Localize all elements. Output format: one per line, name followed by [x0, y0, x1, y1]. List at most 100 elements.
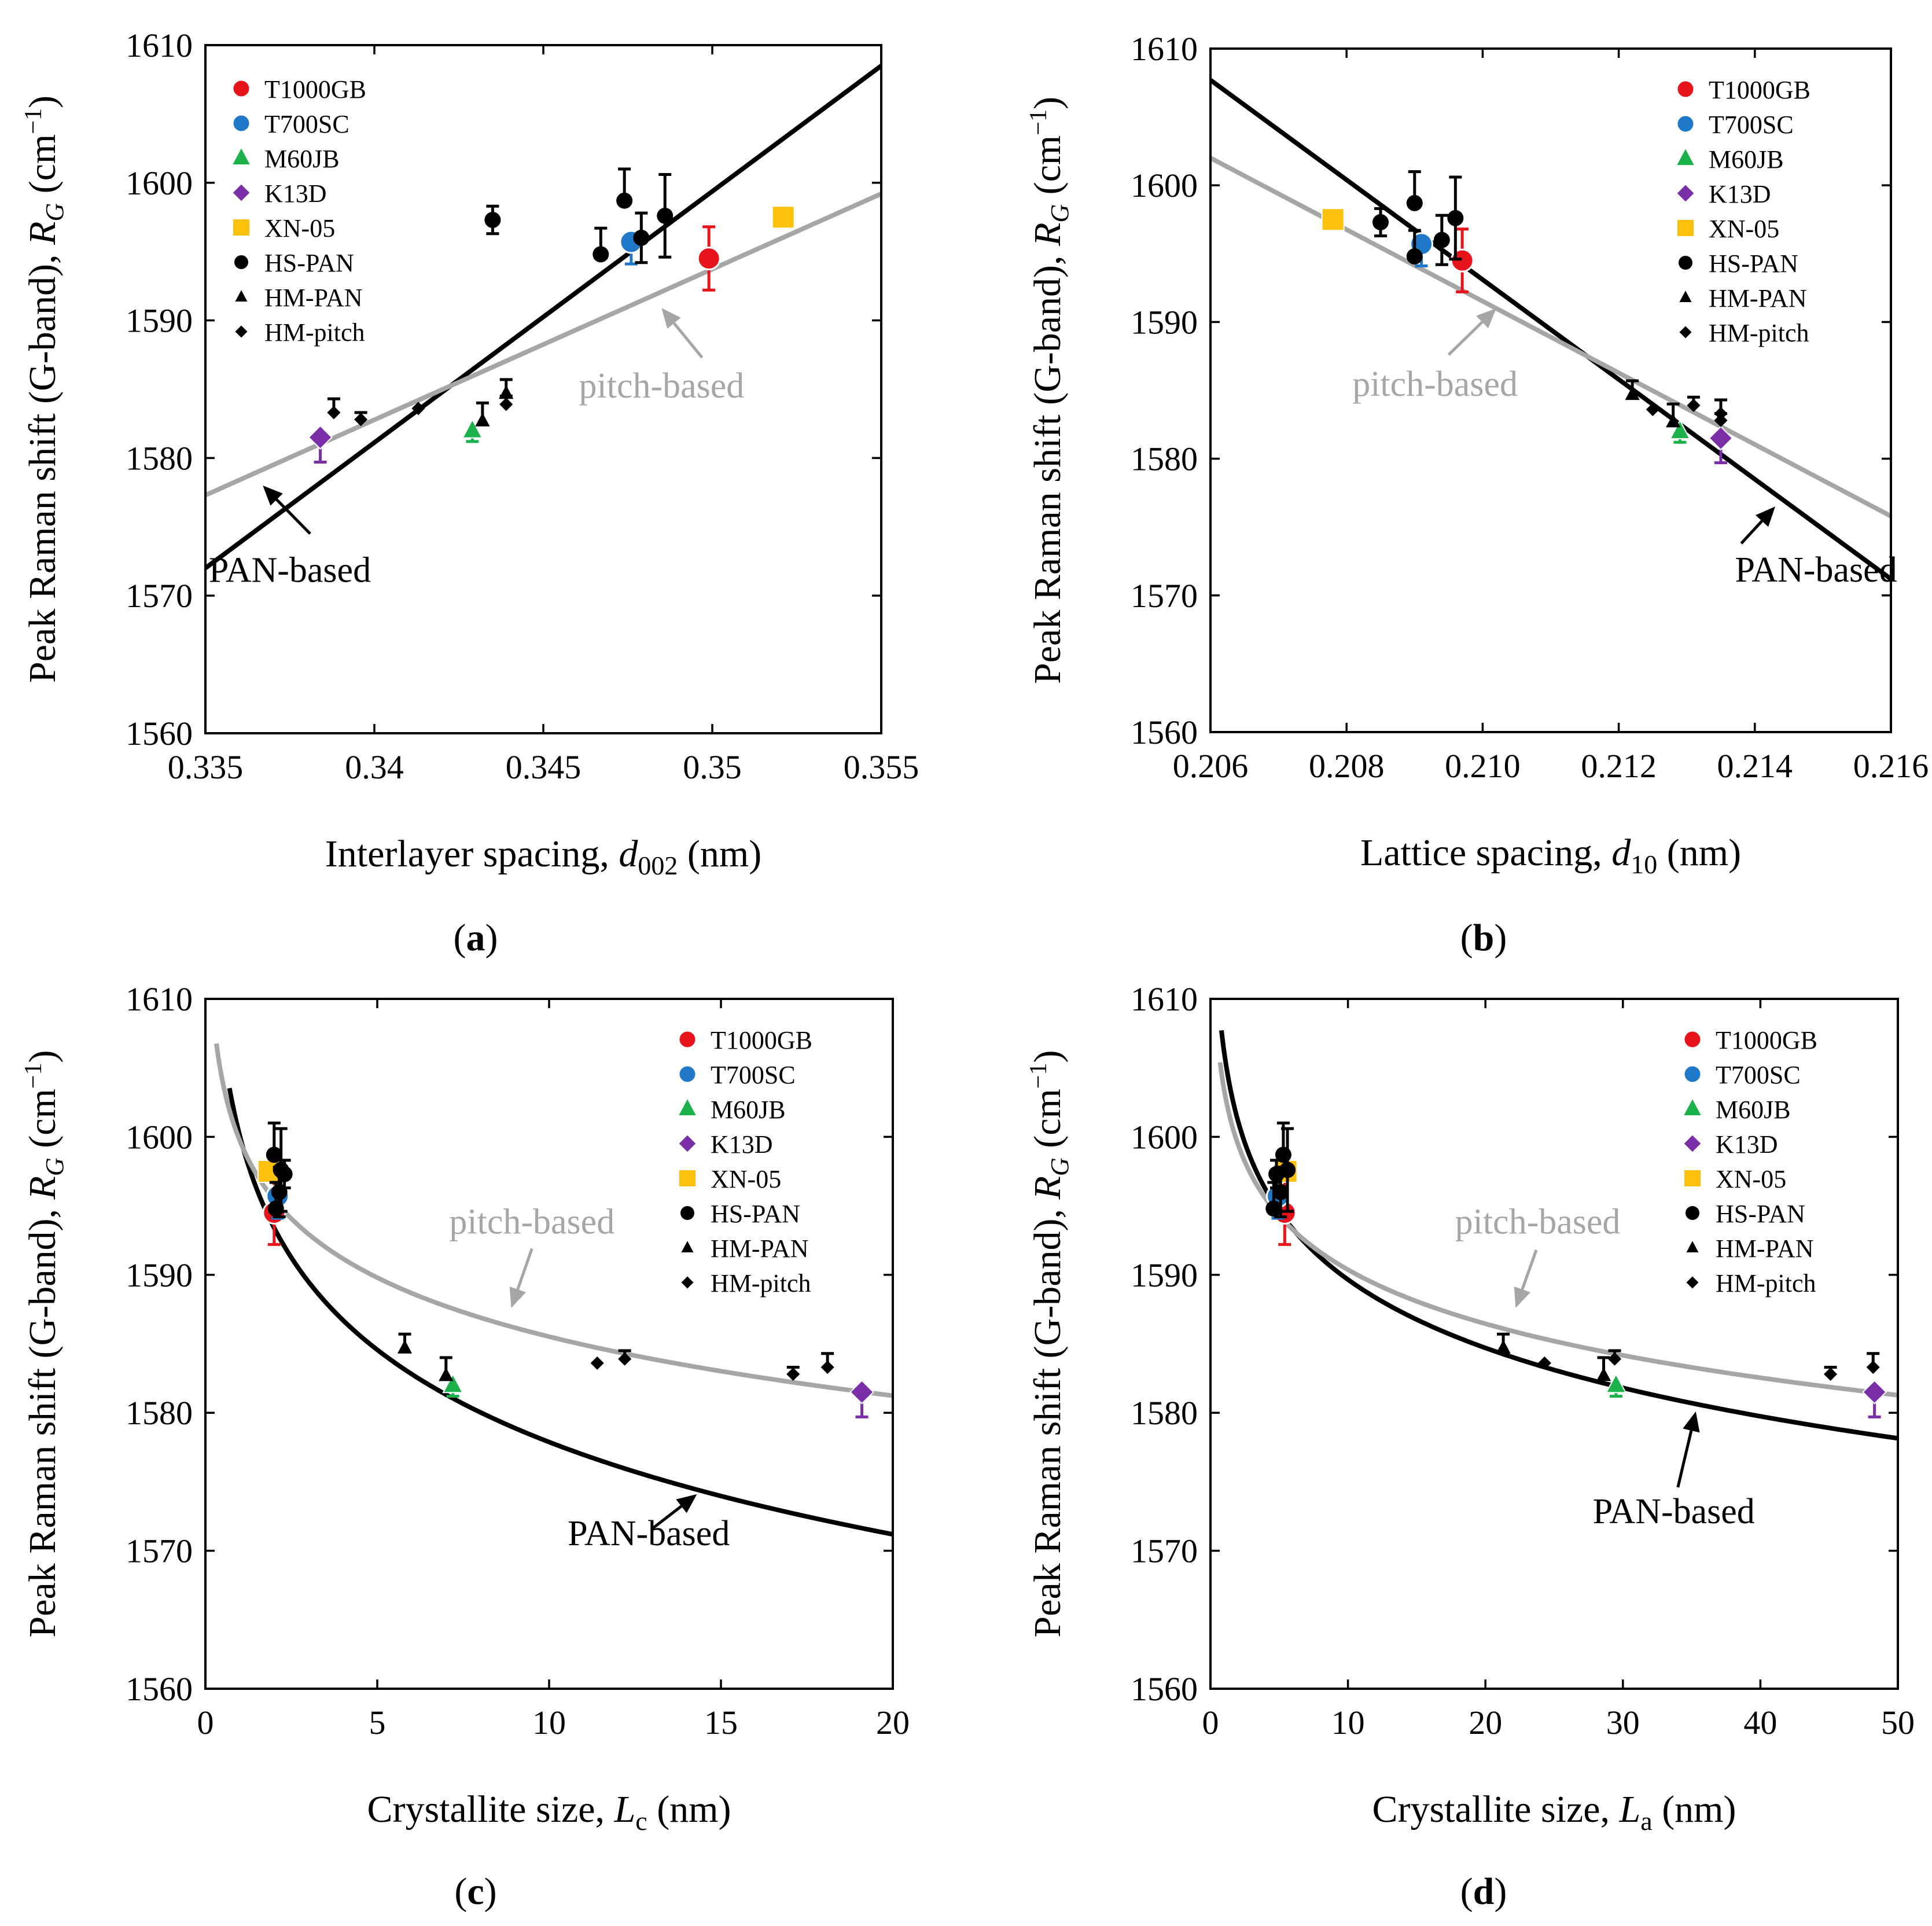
data-point: [411, 402, 425, 416]
legend-label: XN-05: [1716, 1165, 1786, 1193]
legend-label: T700SC: [264, 110, 349, 138]
y-tick-label: 1570: [126, 1532, 193, 1570]
x-axis-title-symbol: L: [614, 1788, 636, 1831]
data-point: [1265, 1200, 1282, 1217]
x-axis-title-unit: (nm): [1653, 1788, 1736, 1831]
annotation-label: PAN-based: [568, 1514, 730, 1553]
series-hm-pan: [397, 1332, 454, 1381]
data-point: [1862, 1380, 1887, 1405]
x-axis-title-subscript: 002: [638, 851, 678, 880]
legend-marker: [1679, 326, 1692, 339]
annotation-arrow-head: [1514, 1286, 1531, 1308]
legend-marker: [231, 79, 251, 98]
annotation-arrow-head: [661, 308, 681, 329]
y-tick-label: 1600: [126, 1118, 193, 1156]
panel-caption: (c): [454, 1870, 496, 1913]
legend-marker: [1686, 1276, 1699, 1289]
data-point: [593, 246, 609, 263]
y-tick-label: 1600: [126, 164, 193, 202]
legend-marker: [678, 1064, 697, 1084]
annotation-label: PAN-based: [1735, 550, 1897, 590]
legend-label: M60JB: [711, 1096, 786, 1124]
legend-label: T1000GB: [264, 75, 366, 104]
legend-label: HM-PAN: [264, 284, 363, 312]
annotation: PAN-based: [1593, 1411, 1755, 1531]
annotation: pitch-based: [579, 308, 744, 406]
legend-marker: [1683, 1169, 1702, 1188]
x-axis-title-subscript: a: [1640, 1806, 1652, 1836]
y-axis-title-close: ): [1026, 97, 1069, 109]
data-point: [616, 192, 633, 209]
data-point: [633, 229, 650, 246]
data-point: [1433, 231, 1450, 248]
legend-marker: [1682, 1133, 1703, 1154]
y-axis-title-main: Peak Raman shift (G-band),: [21, 1199, 64, 1637]
y-tick-label: 1590: [1131, 303, 1198, 341]
y-tick-label: 1580: [1131, 1394, 1198, 1432]
series-k13d: [1708, 425, 1734, 465]
legend-label: HM-pitch: [1716, 1269, 1816, 1298]
series-hm-pan: [1625, 379, 1681, 428]
series-hs-pan: [266, 1122, 293, 1219]
series-hm-pitch: [327, 394, 513, 427]
x-tick-label: 40: [1743, 1704, 1777, 1741]
x-axis-title: Lattice spacing, d10 (nm): [1360, 832, 1741, 879]
series-hs-pan: [484, 167, 674, 264]
legend-label: HS-PAN: [711, 1200, 800, 1228]
x-tick-label: 0.210: [1445, 747, 1521, 785]
data-point: [1714, 413, 1728, 428]
data-point: [461, 418, 483, 439]
y-tick-label: 1580: [126, 1394, 193, 1432]
data-point: [1708, 425, 1734, 451]
legend-label: M60JB: [1709, 145, 1784, 174]
annotation-arrow-head: [509, 1286, 526, 1308]
data-point: [786, 1367, 800, 1381]
annotation-label: pitch-based: [449, 1202, 614, 1241]
panel-caption-letter: b: [1473, 917, 1495, 959]
data-point: [657, 207, 674, 224]
legend-label: K13D: [711, 1130, 773, 1159]
data-point: [1321, 208, 1345, 231]
legend-marker: [681, 1276, 694, 1289]
data-point: [1372, 214, 1389, 230]
legend-marker: [234, 255, 248, 269]
panel-caption: (a): [454, 917, 498, 959]
legend-label: M60JB: [264, 145, 340, 173]
y-tick-label: 1610: [1131, 30, 1198, 68]
annotation-arrow-head: [676, 1494, 697, 1513]
series-hs-pan: [1372, 170, 1464, 266]
data-point: [1596, 1367, 1611, 1381]
data-point: [697, 247, 721, 271]
y-axis-title-superscript: −1: [1025, 1063, 1052, 1089]
data-point: [1607, 1352, 1622, 1366]
data-point: [439, 1367, 454, 1381]
series-m60jb: [442, 1373, 464, 1398]
series-k13d: [308, 425, 333, 464]
y-tick-label: 1580: [1131, 440, 1198, 478]
annotation-arrow-head: [1476, 308, 1496, 329]
legend-marker: [235, 290, 248, 302]
annotation-arrow-shaft: [673, 322, 704, 359]
series-m60jb: [1669, 419, 1691, 444]
data-point: [771, 205, 795, 229]
data-point: [1625, 386, 1640, 400]
annotation-arrow-head: [1756, 506, 1776, 527]
data-point: [397, 1340, 413, 1354]
legend-label: T700SC: [1709, 111, 1794, 139]
legend: T1000GB T700SC M60JB K13D XN-05 HS-PAN HM-PAN H…: [1675, 76, 1810, 347]
x-tick-label: 20: [876, 1704, 910, 1741]
x-tick-label: 0.345: [506, 748, 582, 786]
series-hs-pan: [1265, 1122, 1296, 1219]
data-point: [1406, 194, 1423, 211]
legend-marker: [678, 1030, 697, 1049]
legend-marker: [231, 113, 251, 133]
legend-label: HS-PAN: [1716, 1200, 1805, 1228]
legend-label: T700SC: [1716, 1061, 1801, 1089]
x-tick-label: 20: [1469, 1704, 1502, 1741]
y-axis-title-symbol: R: [21, 1176, 64, 1200]
y-axis-title: Peak Raman shift (G-band), RG (cm−1): [1025, 1050, 1074, 1638]
legend-marker: [680, 1206, 694, 1220]
x-tick-label: 0.335: [168, 748, 244, 786]
y-tick-label: 1600: [1131, 167, 1198, 204]
y-tick-label: 1590: [126, 302, 193, 340]
